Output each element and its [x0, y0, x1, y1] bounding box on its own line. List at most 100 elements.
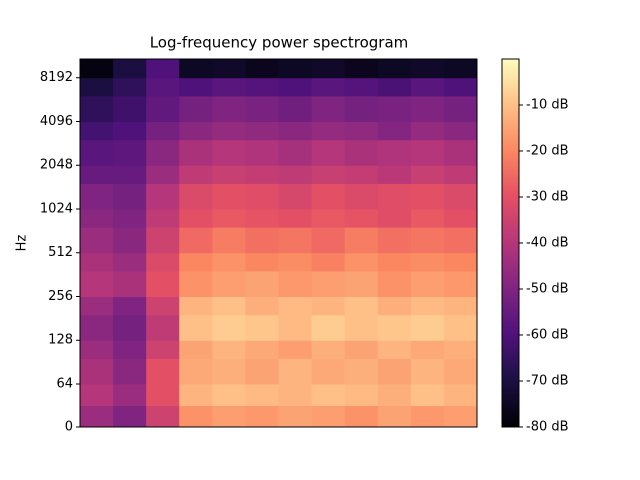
plot-frame [79, 58, 478, 428]
cell [410, 183, 445, 210]
cell [179, 270, 213, 297]
cell [443, 296, 478, 316]
cell [212, 208, 246, 228]
cell [245, 252, 279, 272]
cell [377, 405, 412, 428]
cell [113, 405, 147, 428]
cell [113, 252, 147, 272]
cell [212, 314, 246, 341]
cell [80, 227, 114, 254]
cell [146, 121, 180, 141]
cell [146, 358, 180, 385]
cell [80, 165, 114, 184]
cell [344, 270, 379, 297]
cell [245, 296, 279, 316]
cell [113, 270, 147, 297]
y-tick-label: 2048 [40, 158, 73, 173]
cell [80, 77, 114, 97]
cell [146, 252, 180, 272]
cell [443, 314, 478, 341]
cell [80, 296, 114, 316]
cell [245, 358, 279, 385]
y-tick-label: 8192 [40, 70, 73, 85]
cell [113, 384, 147, 406]
colorbar-tick-label: -40 dB [526, 236, 569, 251]
cell [245, 59, 279, 79]
cell [443, 183, 478, 210]
cell [113, 59, 147, 79]
cell [212, 358, 246, 385]
cell [344, 77, 379, 97]
cell [311, 358, 346, 385]
cell [245, 270, 279, 297]
cell [146, 405, 180, 428]
cell [80, 405, 114, 428]
y-tick-label: 128 [48, 333, 73, 348]
cell [443, 252, 478, 272]
cell [113, 95, 147, 122]
cell [146, 208, 180, 228]
cell [311, 296, 346, 316]
cell [311, 121, 346, 141]
cell [245, 77, 279, 97]
cell [113, 314, 147, 341]
cell [278, 340, 313, 359]
cell [146, 340, 180, 359]
cell [113, 296, 147, 316]
cell [179, 77, 213, 97]
cell [146, 227, 180, 254]
cell [245, 121, 279, 141]
cell [278, 358, 313, 385]
cell [344, 121, 379, 141]
cell [245, 139, 279, 166]
cell [410, 227, 445, 254]
cell [410, 358, 445, 385]
cell [179, 139, 213, 166]
cell [344, 208, 379, 228]
cell [80, 121, 114, 141]
cell [377, 208, 412, 228]
cell [311, 95, 346, 122]
cell [179, 405, 213, 428]
cell [443, 208, 478, 228]
cell [344, 252, 379, 272]
y-tick-label: 512 [48, 245, 73, 260]
y-tick-label: 256 [48, 289, 73, 304]
cell [344, 165, 379, 184]
cell [410, 296, 445, 316]
cell [377, 59, 412, 79]
cell [311, 252, 346, 272]
cell [80, 139, 114, 166]
cell [146, 77, 180, 97]
cell [377, 77, 412, 97]
colorbar-tick-label: -30 dB [526, 190, 569, 205]
colorbar [501, 58, 520, 428]
cell [410, 59, 445, 79]
cell [278, 77, 313, 97]
cell [410, 340, 445, 359]
cell [179, 358, 213, 385]
cell [410, 270, 445, 297]
cell [80, 183, 114, 210]
cell [278, 384, 313, 406]
cell [443, 270, 478, 297]
cell [311, 405, 346, 428]
cell [179, 384, 213, 406]
cell [443, 121, 478, 141]
cell [146, 270, 180, 297]
cell [278, 165, 313, 184]
cell [80, 340, 114, 359]
cell [212, 270, 246, 297]
cell [344, 59, 379, 79]
cell [146, 183, 180, 210]
cell [443, 340, 478, 359]
cell [377, 314, 412, 341]
colorbar-tick-label: -60 dB [526, 328, 569, 343]
cell [377, 183, 412, 210]
cell [146, 95, 180, 122]
cell [443, 227, 478, 254]
y-axis-label: Hz [15, 235, 30, 252]
y-tick-label: 64 [56, 377, 73, 392]
cell [443, 405, 478, 428]
